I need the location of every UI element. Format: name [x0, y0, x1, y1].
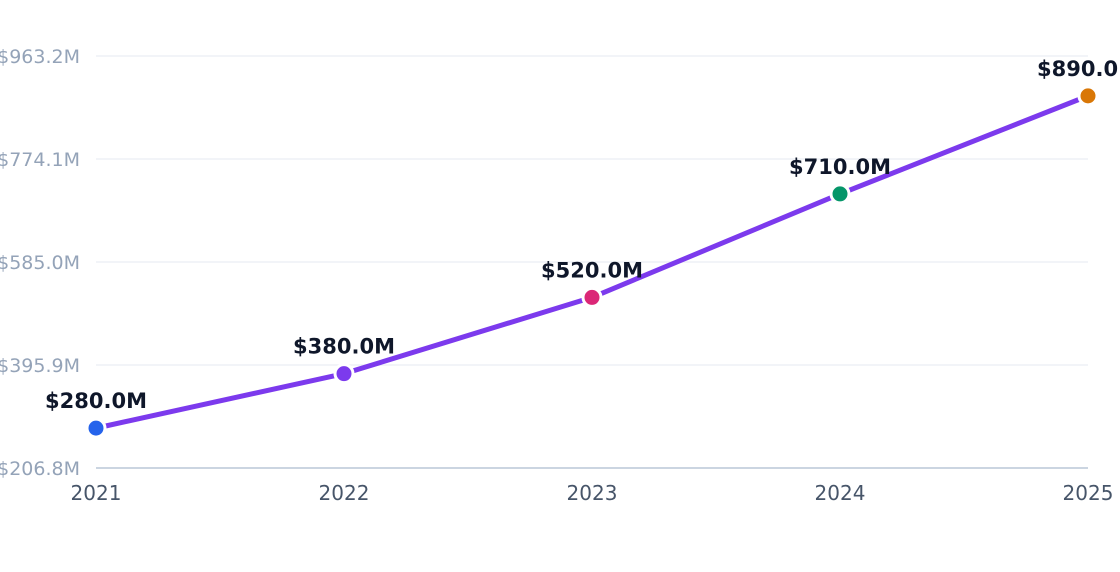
- y-tick-label: $774.1M: [0, 149, 80, 171]
- data-labels: $280.0M $380.0M $520.0M $710.0M $890.0M: [45, 57, 1120, 413]
- data-label: $710.0M: [789, 155, 891, 179]
- data-point: [1077, 85, 1099, 107]
- y-tick-label: $395.9M: [0, 355, 80, 377]
- x-tick-label: 2021: [71, 481, 122, 505]
- y-tick-label: $585.0M: [0, 252, 80, 274]
- x-tick-label: 2022: [319, 481, 370, 505]
- y-tick-label: $206.8M: [0, 458, 80, 480]
- data-label: $380.0M: [293, 335, 395, 359]
- data-point: [829, 183, 851, 205]
- data-point: [581, 286, 603, 308]
- data-point: [85, 417, 107, 439]
- y-tick-label: $963.2M: [0, 46, 80, 68]
- x-tick-label: 2024: [815, 481, 866, 505]
- data-label: $520.0M: [541, 258, 643, 282]
- data-label: $890.0M: [1037, 57, 1120, 81]
- x-axis: 2021 2022 2023 2024 2025: [71, 481, 1114, 505]
- series-revenue: [85, 85, 1099, 439]
- x-tick-label: 2023: [567, 481, 618, 505]
- data-point: [333, 363, 355, 385]
- x-tick-label: 2025: [1063, 481, 1114, 505]
- y-axis: $206.8M $395.9M $585.0M $774.1M $963.2M: [0, 46, 80, 480]
- data-label: $280.0M: [45, 389, 147, 413]
